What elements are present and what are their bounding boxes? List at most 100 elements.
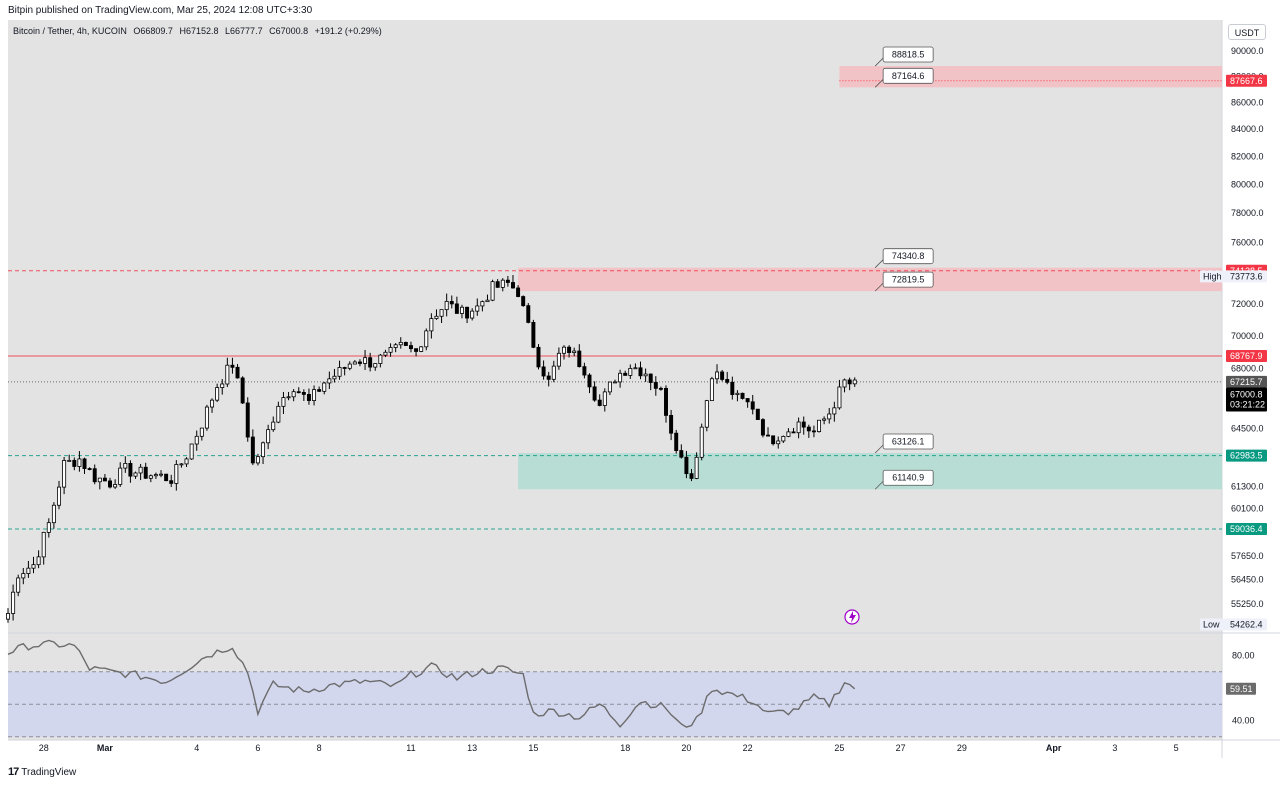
last-price-value: 67000.8 <box>1230 390 1263 400</box>
time-tick-label: 8 <box>317 743 322 753</box>
price-tick-label: 57650.0 <box>1231 551 1264 561</box>
candle-body <box>582 366 587 376</box>
axis-price-label-bg <box>1226 449 1267 462</box>
candle-body <box>750 401 755 410</box>
candle-body <box>485 299 490 303</box>
callout-value: 88818.5 <box>892 50 925 60</box>
candle-body <box>572 350 577 353</box>
candle <box>439 309 444 323</box>
candle-body <box>602 391 607 406</box>
candle <box>87 467 92 471</box>
candle-body <box>760 419 765 436</box>
candle-body <box>495 281 500 288</box>
candle <box>261 441 266 464</box>
candle <box>393 343 398 353</box>
candle <box>541 360 546 380</box>
candle-body <box>414 348 419 352</box>
candle-body <box>755 408 760 420</box>
candle-body <box>153 474 158 477</box>
candle-body <box>301 392 306 395</box>
legend-high: H67152.8 <box>179 26 219 36</box>
candle <box>41 531 46 565</box>
candle-body <box>11 591 16 614</box>
candle <box>811 425 816 438</box>
candle <box>720 369 725 382</box>
candle <box>562 345 566 360</box>
currency-selector[interactable]: USDT <box>1228 24 1266 40</box>
candle-body <box>679 450 684 458</box>
candle-body <box>653 382 658 389</box>
candle-body <box>291 391 296 398</box>
candle <box>771 435 776 446</box>
candle <box>852 377 857 387</box>
candle <box>776 436 781 449</box>
marker-bg <box>1200 270 1267 283</box>
candle <box>531 319 536 349</box>
candle-body <box>592 386 597 401</box>
candle <box>628 364 633 379</box>
candle-body <box>791 431 796 434</box>
candle <box>694 452 699 480</box>
rsi-tick-label: 40.00 <box>1232 716 1255 726</box>
candle-body <box>215 387 220 401</box>
candle-body <box>57 486 61 506</box>
candle-body <box>133 472 138 477</box>
countdown-value: 03:21:22 <box>1230 400 1265 410</box>
candle-body <box>766 434 771 437</box>
candle-body <box>184 458 189 465</box>
candle <box>419 346 424 353</box>
candle <box>240 376 245 405</box>
candle <box>113 479 118 489</box>
candle-body <box>490 281 495 301</box>
candle-body <box>327 378 332 384</box>
candle-body <box>179 463 184 466</box>
candle <box>250 429 255 466</box>
candle <box>138 463 143 481</box>
candle-body <box>143 466 148 479</box>
candle <box>230 357 235 374</box>
candle <box>597 394 602 407</box>
candle <box>424 328 429 351</box>
candle <box>556 347 561 370</box>
candle <box>822 416 827 425</box>
candle-body <box>429 318 434 332</box>
candle-body <box>87 468 92 470</box>
candle-body <box>801 421 806 428</box>
candle <box>684 450 689 479</box>
price-tick-label: 64500.0 <box>1231 424 1264 434</box>
candle <box>46 518 51 538</box>
candle <box>51 502 56 529</box>
candle <box>817 419 822 433</box>
candle <box>322 381 327 395</box>
candle <box>643 368 648 382</box>
axis-price-label-value: 87667.6 <box>1230 76 1263 86</box>
candle <box>184 457 189 468</box>
candle <box>704 399 709 432</box>
candle <box>766 427 771 437</box>
candle <box>128 460 133 483</box>
callout-box <box>882 46 934 63</box>
zone-resistance <box>518 267 1222 292</box>
candle <box>521 295 526 307</box>
candle-body <box>607 381 612 393</box>
candle-body <box>92 468 97 483</box>
candle-body <box>551 365 556 380</box>
candle <box>408 341 413 353</box>
candle <box>536 344 541 370</box>
price-tick-label: 90000.0 <box>1231 46 1264 56</box>
candle-body <box>16 577 21 593</box>
candle <box>623 370 628 376</box>
candle-body <box>648 373 653 383</box>
candle-body <box>546 375 551 380</box>
candle-body <box>250 436 255 464</box>
publish-info: Bitpin published on TradingView.com, Mar… <box>8 5 313 16</box>
candle-body <box>500 279 505 288</box>
candle-body <box>694 456 699 479</box>
candle-body <box>6 613 10 620</box>
candle <box>174 460 179 491</box>
candle <box>199 427 204 441</box>
candle <box>699 423 704 461</box>
candle-body <box>643 373 648 377</box>
candle-body <box>587 374 592 388</box>
